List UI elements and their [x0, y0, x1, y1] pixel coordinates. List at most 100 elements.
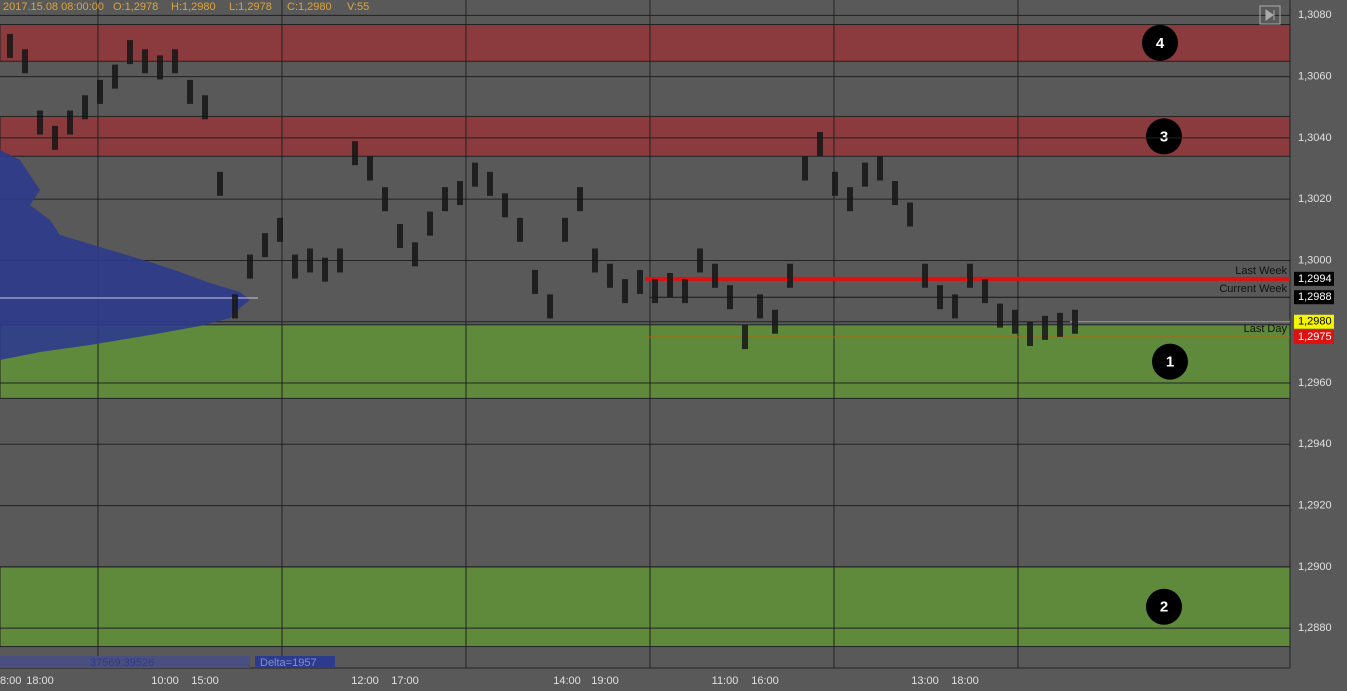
price-tag-label: 1,2980: [1298, 316, 1332, 328]
tpo-mark: [682, 279, 688, 304]
zone-label: 4: [1156, 35, 1165, 52]
zone-badge: [1152, 343, 1188, 380]
header-text: O:1,2978: [113, 1, 158, 13]
tpo-mark: [352, 141, 358, 166]
zone: [0, 115, 1291, 157]
tpo-mark: [52, 125, 58, 150]
tpo-mark: [412, 242, 418, 267]
header-text: V:55: [347, 1, 369, 13]
tpo-mark: [1012, 309, 1018, 334]
tpo-mark: [232, 294, 238, 319]
x-tick-label: 8:00: [0, 675, 21, 687]
tpo-mark: [157, 55, 163, 80]
tpo-mark: [832, 171, 838, 196]
tpo-mark: [292, 254, 298, 279]
tpo-mark: [892, 181, 898, 206]
tpo-mark: [532, 269, 538, 294]
tpo-mark: [1042, 315, 1048, 340]
tpo-mark: [397, 223, 403, 248]
x-tick-label: 18:00: [26, 675, 54, 687]
tpo-mark: [607, 263, 613, 288]
tpo-mark: [712, 263, 718, 288]
zone: [0, 24, 1291, 62]
tpo-mark: [592, 248, 598, 273]
tpo-mark: [97, 79, 103, 104]
tpo-mark: [322, 257, 328, 282]
header-text: C:1,2980: [287, 1, 332, 13]
footer-text: 37569.39526: [90, 657, 154, 669]
y-tick-label: 1,3020: [1298, 193, 1332, 205]
tpo-mark: [772, 309, 778, 334]
tpo-mark: [727, 285, 733, 310]
tpo-mark: [952, 294, 958, 319]
x-tick-label: 14:00: [553, 675, 581, 687]
tpo-mark: [667, 272, 673, 297]
price-tag: [1294, 290, 1334, 305]
tpo-mark: [202, 95, 208, 120]
zone-badge: [1146, 118, 1182, 155]
tpo-mark: [142, 49, 148, 74]
tpo-mark: [307, 248, 313, 273]
tpo-mark: [337, 248, 343, 273]
tpo-mark: [922, 263, 928, 288]
footer-box: [255, 656, 335, 668]
tpo-mark: [757, 294, 763, 319]
x-tick-label: 11:00: [712, 675, 739, 687]
x-tick-label: 12:00: [351, 675, 379, 687]
y-tick-label: 1,3060: [1298, 71, 1332, 83]
zone-badge: [1142, 24, 1178, 61]
tpo-mark: [517, 217, 523, 242]
tpo-mark: [547, 294, 553, 319]
y-tick-label: 1,2900: [1298, 561, 1332, 573]
x-tick-label: 15:00: [191, 675, 219, 687]
zone: [0, 566, 1291, 648]
x-tick-label: 10:00: [151, 675, 179, 687]
y-tick-label: 1,2940: [1298, 438, 1332, 450]
zone-badge: [1146, 588, 1182, 625]
tpo-mark: [262, 233, 268, 258]
tpo-mark: [382, 187, 388, 212]
tpo-mark: [427, 211, 433, 236]
zone-label: 2: [1160, 599, 1168, 616]
tpo-mark: [22, 49, 28, 74]
zone-label: 1: [1166, 354, 1174, 371]
tpo-mark: [817, 132, 823, 157]
tpo-mark: [742, 325, 748, 350]
tpo-mark: [487, 171, 493, 196]
x-tick-label: 16:00: [751, 675, 779, 687]
tpo-mark: [937, 285, 943, 310]
x-tick-label: 17:00: [391, 675, 419, 687]
level-label: Last Day: [1244, 323, 1288, 335]
tpo-mark: [577, 187, 583, 212]
tpo-mark: [67, 110, 73, 135]
tpo-mark: [37, 110, 43, 135]
y-tick-label: 1,2960: [1298, 377, 1332, 389]
tpo-mark: [877, 156, 883, 181]
tpo-mark: [277, 217, 283, 242]
footer-box: [0, 656, 250, 668]
tpo-mark: [442, 187, 448, 212]
tpo-mark: [1057, 312, 1063, 337]
y-tick-label: 1,2920: [1298, 500, 1332, 512]
y-tick-label: 1,3000: [1298, 254, 1332, 266]
scroll-button[interactable]: [1259, 5, 1281, 25]
tpo-mark: [982, 279, 988, 304]
price-tag: [1294, 314, 1334, 329]
header-text: H:1,2980: [171, 1, 216, 13]
zone-label: 3: [1160, 128, 1168, 145]
tpo-mark: [652, 279, 658, 304]
x-tick-label: 13:00: [911, 675, 939, 687]
price-tag: [1294, 330, 1334, 345]
tpo-mark: [847, 187, 853, 212]
price-tag-label: 1,2988: [1298, 291, 1332, 303]
tpo-mark: [217, 171, 223, 196]
tpo-mark: [862, 162, 868, 187]
price-tag-label: 1,2994: [1298, 273, 1332, 285]
tpo-mark: [1072, 309, 1078, 334]
tpo-mark: [967, 263, 973, 288]
scroll-icon: [1265, 9, 1275, 21]
tpo-mark: [127, 40, 133, 65]
price-tag: [1294, 271, 1334, 286]
price-tag-label: 1,2975: [1298, 331, 1332, 343]
